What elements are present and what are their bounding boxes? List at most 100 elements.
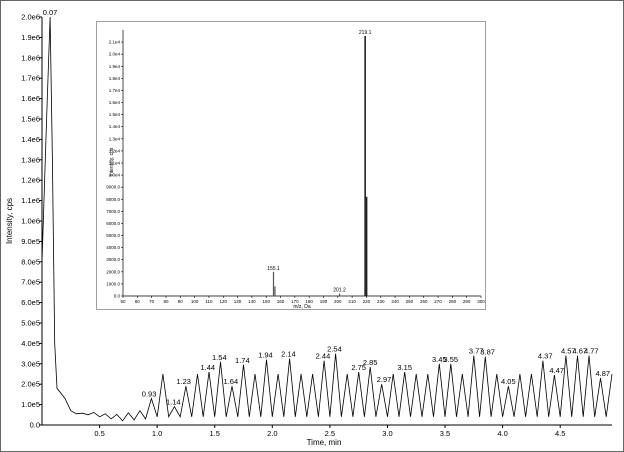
main-x-tick-label: 2.0: [267, 429, 277, 438]
peak-label: 1.54: [212, 353, 227, 362]
spectrum-peak: [272, 271, 275, 296]
peak-label: 2.85: [363, 358, 378, 367]
inset-x-tick-label: 60: [135, 299, 141, 304]
peak-label: 4.67: [572, 347, 587, 356]
mass-spectrum-inset: 50 60 70 80 90 100 110 120 130 140 150 160 170 180 190…: [96, 21, 486, 310]
inset-x-tick-label: 140: [248, 299, 256, 304]
main-x-axis-title: Time, min: [307, 438, 342, 447]
inset-x-tick-label: 70: [149, 299, 155, 304]
main-x-tick-label: 1.0: [152, 429, 162, 438]
peak-label: 3.87: [480, 348, 495, 357]
main-y-tick-label: 1.9e6: [21, 33, 40, 42]
inset-x-tick-label: 150: [262, 299, 270, 304]
peak-label: 1.14: [166, 398, 181, 407]
inset-y-tick-label: 8000.0: [106, 197, 120, 202]
peak-label: 0.07: [43, 8, 58, 17]
main-x-tick-label: 3.5: [440, 429, 450, 438]
main-y-tick-label: 1.0e6: [21, 217, 40, 226]
peak-label: 3.45: [432, 355, 447, 364]
inset-y-tick-label: 5000.0: [106, 233, 120, 238]
main-y-tick-label: 1.3e6: [21, 155, 40, 164]
inset-y-tick-label: 1.9e4: [109, 64, 121, 69]
main-x-ticks: 0.5 1.0 1.5 2.0 2.5 3.0 3.5 4.0 4.5: [94, 425, 565, 438]
inset-y-axis-title: Intensity, cps: [109, 147, 115, 176]
inset-y-tick-label: 1.5e4: [109, 112, 121, 117]
peak-label: 4.37: [538, 352, 553, 361]
peak-label: 3.55: [443, 355, 458, 364]
peak-label: 2.75: [351, 363, 366, 372]
spectrum-peak-labels: 155.1 201.2 219.1: [267, 30, 371, 294]
main-chart: 0.5 1.0 1.5 2.0 2.5 3.0 3.5 4.0 4.5 0.0 1.0e5 2.0e…: [5, 8, 613, 447]
peak-label: 4.47: [549, 366, 564, 375]
inset-x-tick-label: 50: [120, 299, 126, 304]
main-y-ticks: 0.0 1.0e5 2.0e5 3.0e5 4.0e5 5.0e5 6.0e5 7.0e5 8.…: [21, 13, 42, 430]
inset-y-tick-label: 9000.0: [106, 185, 120, 190]
inset-y-tick-label: 1.3e4: [109, 136, 121, 141]
inset-y-tick-label: 1.6e4: [109, 100, 121, 105]
inset-x-tick-label: 100: [191, 299, 199, 304]
peak-label: 0.93: [142, 389, 157, 398]
main-y-tick-label: 8.0e5: [21, 257, 40, 266]
main-y-tick-label: 1.7e6: [21, 74, 40, 83]
spectrum-peak: [338, 293, 341, 296]
inset-x-tick-label: 250: [406, 299, 414, 304]
peak-label: 4.77: [584, 347, 599, 356]
inset-y-tick-label: 1.1e4: [109, 161, 121, 166]
spectrum-peaks: [272, 36, 368, 296]
main-y-tick-label: 6.0e5: [21, 298, 40, 307]
inset-y-tick-label: 7000.0: [106, 209, 120, 214]
inset-y-tick-label: 1.4e4: [109, 124, 121, 129]
main-y-tick-label: 5.0e5: [21, 319, 40, 328]
inset-y-tick-label: 3000.0: [106, 257, 120, 262]
main-y-tick-label: 1.6e6: [21, 94, 40, 103]
main-x-tick-label: 1.5: [210, 429, 220, 438]
spectrum-peak: [274, 286, 276, 296]
inset-y-tick-label: 2000.0: [106, 269, 120, 274]
peak-labels: 0.07 0.93 1.14 1.23 1.441.54 1.64 1.74 1.94 2.14…: [43, 8, 610, 407]
inset-x-tick-label: 270: [434, 299, 442, 304]
inset-x-tick-label: 210: [348, 299, 356, 304]
spectrum-peak-label: 219.1: [359, 30, 372, 36]
inset-x-tick-label: 230: [377, 299, 385, 304]
inset-x-tick-label: 110: [205, 299, 213, 304]
main-y-tick-label: 9.0e5: [21, 237, 40, 246]
inset-x-tick-label: 90: [178, 299, 184, 304]
peak-label: 2.44: [316, 352, 331, 361]
peak-label: 4.05: [501, 377, 516, 386]
spectrum-peak-label: 155.1: [267, 266, 280, 272]
inset-x-tick-label: 260: [420, 299, 428, 304]
peak-label: 3.15: [397, 363, 412, 372]
peak-label: 1.23: [176, 377, 191, 386]
main-y-tick-label: 2.0e5: [21, 380, 40, 389]
inset-y-ticks: 0.0 1000.0 2000.0 3000.0 4000.0 5000.0 6000.0 7…: [106, 40, 123, 299]
inset-y-tick-label: 6000.0: [106, 221, 120, 226]
peak-label: 2.14: [281, 350, 296, 359]
main-y-tick-label: 1.8e6: [21, 53, 40, 62]
main-y-tick-label: 0.0: [30, 421, 40, 430]
inset-x-tick-label: 160: [277, 299, 285, 304]
peak-label: 3.77: [469, 347, 484, 356]
inset-x-tick-label: 170: [291, 299, 299, 304]
main-y-tick-label: 1.2e6: [21, 176, 40, 185]
inset-y-tick-label: 1.7e4: [109, 88, 121, 93]
inset-x-tick-label: 240: [391, 299, 399, 304]
spectrum-peak: [364, 36, 366, 296]
main-x-tick-label: 3.0: [382, 429, 392, 438]
inset-x-tick-label: 290: [463, 299, 471, 304]
peak-label: 1.74: [235, 356, 250, 365]
main-x-tick-label: 4.0: [497, 429, 507, 438]
peak-label: 4.57: [561, 347, 576, 356]
main-y-tick-label: 4.0e5: [21, 339, 40, 348]
inset-x-axis-title: m/z, Da: [293, 304, 310, 310]
chromatogram-trace: [41, 16, 613, 422]
inset-x-tick-label: 130: [234, 299, 242, 304]
main-y-tick-label: 1.1e6: [21, 196, 40, 205]
main-x-tick-label: 0.5: [94, 429, 104, 438]
peak-label: 4.87: [595, 369, 610, 378]
inset-x-tick-label: 190: [320, 299, 328, 304]
inset-x-ticks: 50 60 70 80 90 100 110 120 130 140 150 160 170 180 190…: [120, 296, 485, 304]
inset-y-tick-label: 0.0: [114, 294, 121, 299]
inset-y-tick-label: 4000.0: [106, 245, 120, 250]
peak-label: 1.94: [258, 351, 273, 360]
